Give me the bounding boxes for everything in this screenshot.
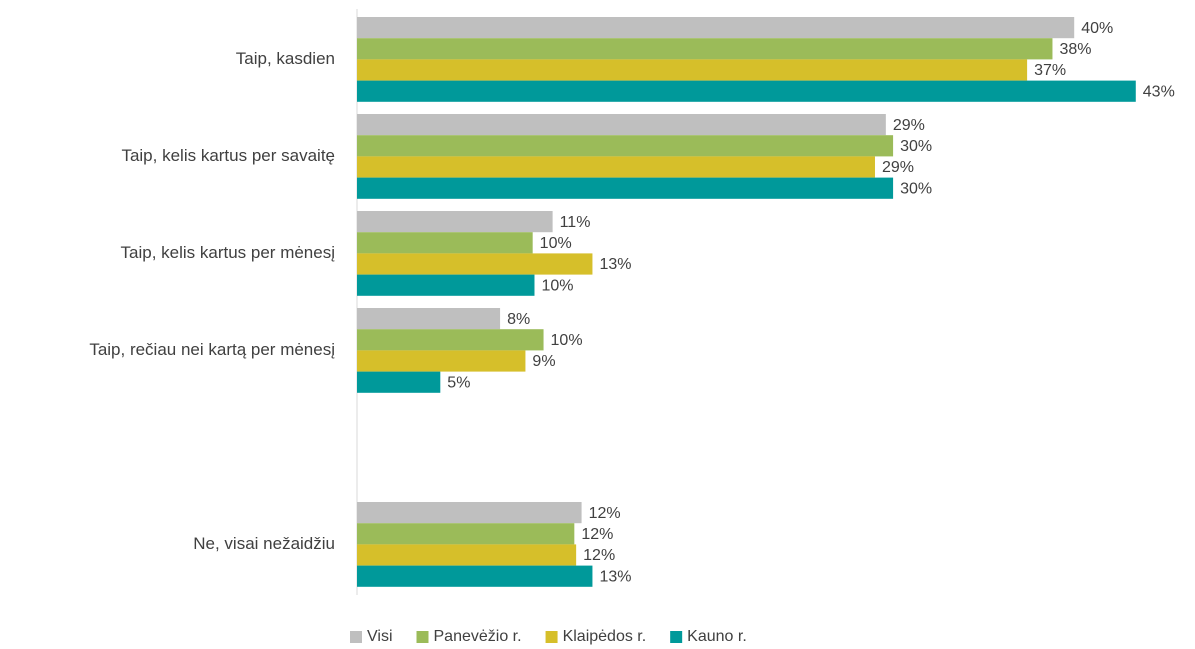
value-label: 30%	[900, 138, 932, 155]
legend-label: Panevėžio r.	[434, 628, 522, 645]
value-label: 10%	[541, 277, 573, 294]
category-label: Taip, rečiau nei kartą per mėnesį	[89, 340, 335, 359]
value-label: 5%	[447, 374, 470, 391]
value-label: 8%	[507, 311, 530, 328]
value-label: 37%	[1034, 62, 1066, 79]
bar	[357, 211, 553, 233]
value-label: 12%	[583, 547, 615, 564]
value-label: 12%	[581, 526, 613, 543]
value-label: 38%	[1059, 41, 1091, 58]
value-label: 10%	[551, 332, 583, 349]
value-label: 29%	[893, 117, 925, 134]
bar	[357, 177, 894, 199]
bar	[357, 232, 533, 254]
bar	[357, 544, 577, 566]
category-label: Taip, kasdien	[236, 49, 335, 68]
bar	[357, 59, 1028, 81]
value-label: 12%	[589, 505, 621, 522]
bar	[357, 38, 1053, 60]
bar	[357, 565, 593, 587]
value-label: 40%	[1081, 20, 1113, 37]
value-label: 43%	[1143, 83, 1175, 100]
legend-swatch	[350, 631, 362, 643]
bar	[357, 371, 441, 393]
value-label: 13%	[599, 256, 631, 273]
bar	[357, 80, 1136, 102]
value-label: 30%	[900, 180, 932, 197]
legend-label: Kauno r.	[687, 628, 747, 645]
value-label: 9%	[532, 353, 555, 370]
category-label: Taip, kelis kartus per savaitę	[121, 146, 335, 165]
legend-swatch	[670, 631, 683, 643]
bar	[357, 502, 582, 524]
bar	[357, 253, 593, 275]
bar	[357, 523, 575, 545]
legend-swatch	[416, 631, 429, 643]
legend-swatch	[545, 631, 558, 643]
value-label: 29%	[882, 159, 914, 176]
legend-label: Visi	[367, 628, 393, 645]
bar	[357, 350, 526, 372]
bar	[357, 329, 544, 351]
category-label: Taip, kelis kartus per mėnesį	[121, 243, 336, 262]
value-label: 10%	[540, 235, 572, 252]
bar	[357, 274, 535, 296]
legend-label: Klaipėdos r.	[563, 628, 647, 645]
bar	[357, 17, 1075, 39]
bar	[357, 114, 886, 136]
bar	[357, 135, 894, 157]
bar	[357, 308, 501, 330]
category-label: Ne, visai nežaidžiu	[193, 534, 335, 553]
value-label: 11%	[560, 214, 591, 231]
bar	[357, 156, 875, 178]
value-label: 13%	[599, 568, 631, 585]
